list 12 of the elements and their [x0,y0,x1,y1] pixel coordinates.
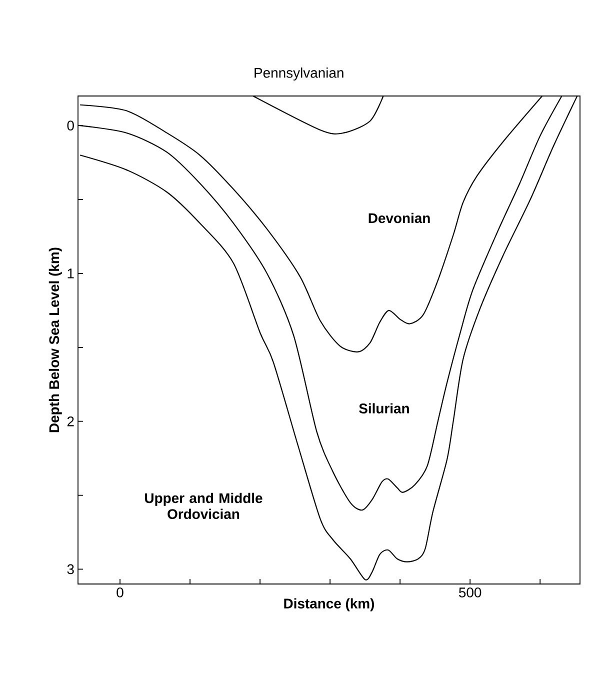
y-tick-label: 1 [68,268,74,278]
y-tick-label: 3 [67,564,74,574]
x-axis-title: Distance (km) [284,598,374,612]
line-series [80,95,578,580]
annotation: Upper and Middle Ordovician [145,492,262,520]
y-axis-title: Depth Below Sea Level (km) [48,248,62,432]
y-tick-label: 2 [67,416,74,426]
annotation: Devonian [368,212,430,224]
text: Pennsylvanian [254,68,344,81]
annotation: Silurian [359,403,409,414]
y-tick-label: 0 [67,120,74,131]
x-tick-label: 500 [459,588,482,598]
